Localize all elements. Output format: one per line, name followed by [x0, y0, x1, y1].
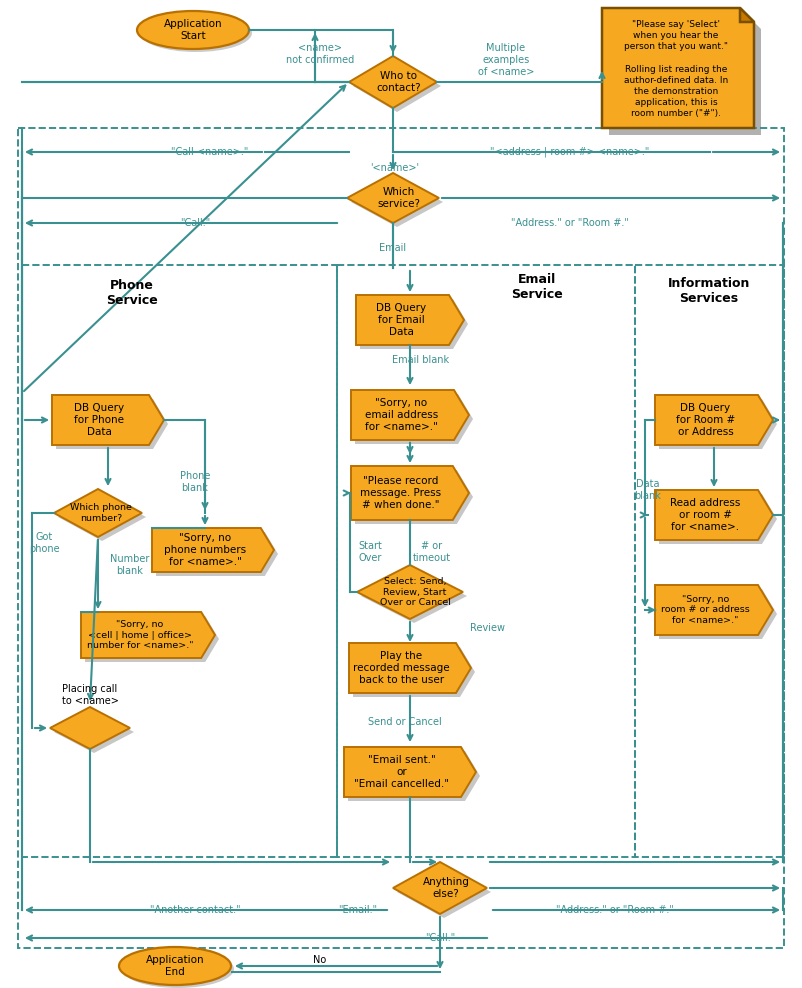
Polygon shape: [52, 395, 164, 445]
Text: Number
blank: Number blank: [110, 554, 149, 576]
Bar: [337, 265, 634, 857]
Polygon shape: [54, 489, 142, 537]
Bar: [18, 128, 783, 948]
Text: Email blank: Email blank: [391, 355, 448, 365]
Text: Review: Review: [469, 623, 504, 633]
Polygon shape: [81, 612, 215, 658]
Polygon shape: [658, 589, 776, 639]
Text: "Please say 'Select'
when you hear the
person that you want."

Rolling list read: "Please say 'Select' when you hear the p…: [623, 20, 727, 118]
Text: "Email sent."
or
"Email cancelled.": "Email sent." or "Email cancelled.": [354, 755, 448, 789]
Text: Phone
blank: Phone blank: [180, 471, 210, 493]
Text: "Sorry, no
<cell | home | office>
number for <name>.": "Sorry, no <cell | home | office> number…: [87, 619, 193, 650]
Polygon shape: [353, 60, 440, 112]
Text: "<address | room #> <name>.": "<address | room #> <name>.": [490, 147, 649, 157]
Polygon shape: [658, 399, 776, 449]
Polygon shape: [349, 643, 471, 693]
Polygon shape: [58, 493, 146, 541]
Polygon shape: [54, 711, 134, 753]
Text: "Address." or "Room #.": "Address." or "Room #.": [510, 218, 628, 228]
Bar: [22, 265, 337, 857]
Polygon shape: [350, 390, 468, 440]
Polygon shape: [739, 8, 753, 22]
Ellipse shape: [122, 950, 233, 988]
Polygon shape: [608, 15, 760, 135]
Text: Start
Over: Start Over: [358, 541, 382, 563]
Text: '<name>': '<name>': [370, 163, 419, 173]
Text: DB Query
for Room #
or Address: DB Query for Room # or Address: [675, 403, 734, 437]
Text: Send or Cancel: Send or Cancel: [367, 717, 441, 727]
Polygon shape: [85, 616, 219, 662]
Polygon shape: [156, 532, 277, 576]
Text: Read address
or room #
for <name>.: Read address or room # for <name>.: [670, 498, 739, 532]
Text: Application
End: Application End: [145, 955, 204, 977]
Text: Email
Service: Email Service: [511, 273, 562, 301]
Text: <name>
not confirmed: <name> not confirmed: [286, 43, 354, 65]
Polygon shape: [350, 177, 443, 227]
Text: "Address." or "Room #.": "Address." or "Room #.": [555, 905, 673, 915]
Polygon shape: [359, 299, 468, 349]
Polygon shape: [50, 707, 130, 749]
Polygon shape: [349, 56, 436, 108]
Polygon shape: [353, 647, 475, 697]
Polygon shape: [343, 747, 476, 797]
Polygon shape: [347, 751, 480, 801]
Ellipse shape: [119, 947, 231, 985]
Polygon shape: [355, 295, 464, 345]
Text: "Sorry, no
room # or address
for <name>.": "Sorry, no room # or address for <name>.…: [660, 595, 749, 625]
Text: Got
phone: Got phone: [29, 533, 59, 554]
Text: Placing call
to <name>: Placing call to <name>: [62, 685, 118, 705]
Text: Phone
Service: Phone Service: [106, 279, 158, 307]
Polygon shape: [357, 565, 463, 619]
Text: "Call <name>.": "Call <name>.": [171, 147, 249, 157]
Polygon shape: [354, 470, 472, 524]
Polygon shape: [354, 394, 472, 444]
Text: "Another contact.": "Another contact.": [149, 905, 240, 915]
Text: "Call.": "Call.": [180, 218, 210, 228]
Ellipse shape: [137, 11, 249, 49]
Text: "Sorry, no
phone numbers
for <name>.": "Sorry, no phone numbers for <name>.": [164, 533, 246, 567]
Text: No: No: [313, 955, 326, 965]
Polygon shape: [350, 466, 468, 520]
Text: Email: Email: [379, 243, 406, 253]
Text: Anything
else?: Anything else?: [422, 877, 469, 899]
Text: Which
service?: Which service?: [377, 187, 420, 208]
Polygon shape: [396, 866, 490, 918]
Polygon shape: [602, 8, 753, 128]
Text: Application
Start: Application Start: [164, 19, 222, 41]
Bar: [634, 265, 783, 857]
Polygon shape: [361, 569, 467, 623]
Polygon shape: [392, 862, 486, 914]
Polygon shape: [346, 173, 439, 223]
Ellipse shape: [140, 14, 252, 52]
Text: Which phone
number?: Which phone number?: [70, 503, 132, 523]
Text: DB Query
for Email
Data: DB Query for Email Data: [376, 303, 426, 337]
Text: Who to
contact?: Who to contact?: [376, 71, 421, 93]
Text: Play the
recorded message
back to the user: Play the recorded message back to the us…: [353, 651, 449, 685]
Polygon shape: [654, 395, 772, 445]
Text: # or
timeout: # or timeout: [412, 541, 451, 563]
Polygon shape: [654, 490, 772, 540]
Polygon shape: [56, 399, 168, 449]
Text: Data
blank: Data blank: [634, 479, 661, 501]
Text: "Call.": "Call.": [424, 933, 455, 943]
Text: "Email.": "Email.": [338, 905, 377, 915]
Polygon shape: [658, 494, 776, 544]
Polygon shape: [152, 528, 273, 572]
Text: "Please record
message. Press
# when done.": "Please record message. Press # when don…: [360, 476, 441, 510]
Text: DB Query
for Phone
Data: DB Query for Phone Data: [75, 403, 124, 437]
Polygon shape: [654, 585, 772, 635]
Text: Information
Services: Information Services: [667, 277, 749, 305]
Text: "Sorry, no
email address
for <name>.": "Sorry, no email address for <name>.": [364, 398, 438, 432]
Text: Multiple
examples
of <name>: Multiple examples of <name>: [477, 43, 533, 77]
Text: Select: Send,
Review, Start
Over or Cancel: Select: Send, Review, Start Over or Canc…: [379, 577, 450, 607]
